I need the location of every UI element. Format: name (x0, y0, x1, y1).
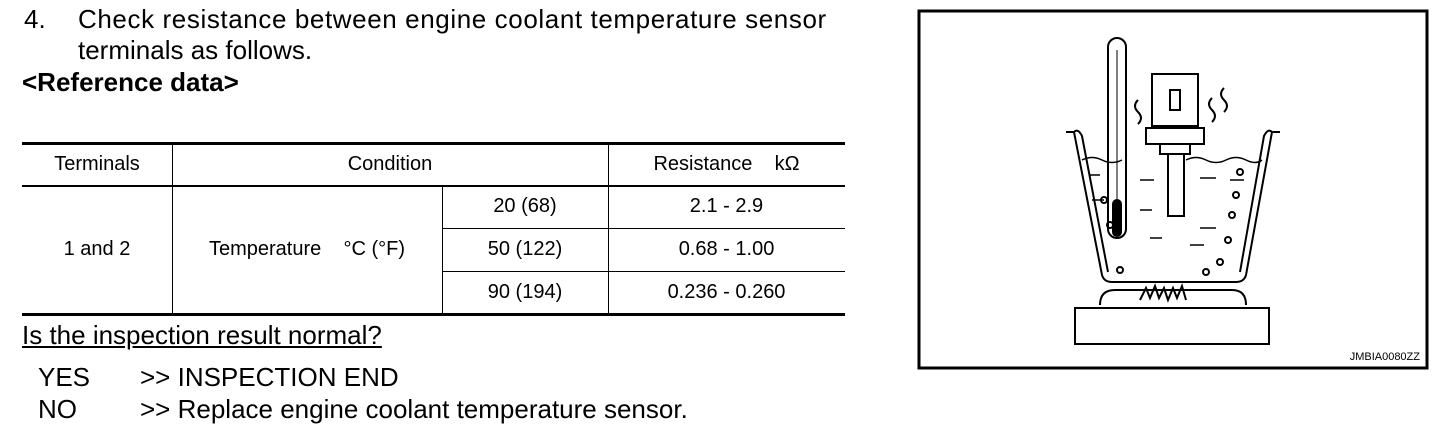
cell: 90 (194) (487, 281, 563, 303)
illustration (1066, 37, 1280, 345)
cell: Temperature °C (°F) (208, 238, 406, 260)
cell: 50 (122) (487, 238, 563, 260)
question: Is the inspection result normal? (22, 320, 382, 350)
header-cell: Resistance kΩ (653, 152, 800, 175)
step-text: terminals as follows. (78, 35, 313, 65)
step-text: Check resistance between engine coolant … (78, 4, 827, 34)
answer-label: YES (38, 362, 91, 392)
answer-label: NO (38, 394, 77, 424)
reference-heading: <Reference data> (22, 67, 239, 97)
cell: 0.68 - 1.00 (678, 238, 775, 260)
answer-action: >> INSPECTION END (140, 362, 399, 392)
figure-code: JMBIA0080ZZ (1350, 351, 1421, 363)
answer-action: >> Replace engine coolant temperature se… (140, 394, 688, 424)
cell: 2.1 - 2.9 (689, 195, 764, 217)
step-number: 4. (24, 4, 46, 34)
cell: 20 (68) (493, 195, 557, 217)
cell: 0.236 - 0.260 (667, 281, 786, 303)
header-cell: Terminals (54, 152, 140, 175)
cell: 1 and 2 (63, 238, 131, 260)
header-cell: Condition (347, 152, 433, 175)
figure-frame (917, 9, 1429, 370)
